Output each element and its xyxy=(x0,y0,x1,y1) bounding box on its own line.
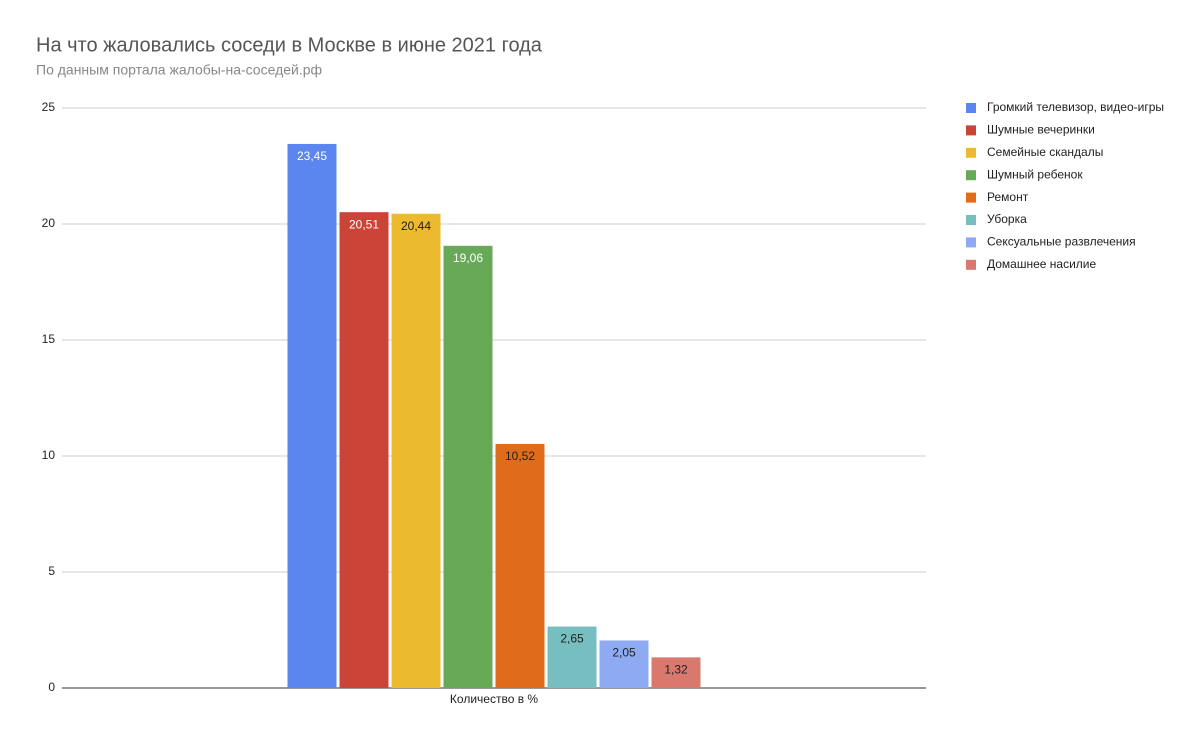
legend-label: Шумные вечеринки xyxy=(987,123,1095,137)
legend-swatch xyxy=(966,170,976,181)
value-label: 1,32 xyxy=(664,663,688,677)
bar xyxy=(495,443,545,688)
legend-label: Уборка xyxy=(987,212,1027,226)
value-label: 2,65 xyxy=(560,632,584,646)
legend-label: Громкий телевизор, видео-игры xyxy=(987,100,1164,114)
bar xyxy=(547,626,597,688)
value-label: 23,45 xyxy=(297,149,327,163)
value-label: 20,51 xyxy=(349,217,379,231)
value-label: 2,05 xyxy=(612,646,636,660)
y-tick-label: 5 xyxy=(48,564,55,578)
legend-swatch xyxy=(966,259,976,270)
bar xyxy=(339,212,389,688)
y-tick-label: 25 xyxy=(42,100,56,114)
bar xyxy=(599,640,649,688)
bar xyxy=(391,213,441,689)
legend-label: Семейные скандалы xyxy=(987,145,1103,159)
value-label: 19,06 xyxy=(453,251,483,265)
value-label: 20,44 xyxy=(401,219,431,233)
bar xyxy=(651,657,701,688)
bar xyxy=(287,143,337,688)
chart-title: На что жаловались соседи в Москве в июне… xyxy=(36,34,543,56)
value-label: 10,52 xyxy=(505,449,535,463)
legend-swatch xyxy=(966,147,976,158)
x-tick-label: Количество в % xyxy=(450,692,538,706)
legend-swatch xyxy=(966,215,976,225)
y-tick-label: 0 xyxy=(48,680,55,694)
legend-swatch xyxy=(966,192,976,203)
legend-label: Ремонт xyxy=(987,190,1029,204)
y-tick-label: 10 xyxy=(42,448,56,462)
y-tick-label: 20 xyxy=(42,216,56,230)
legend-label: Шумный ребенок xyxy=(987,167,1083,181)
chart-subtitle: По данным портала жалобы-на-соседей.рф xyxy=(36,62,322,78)
legend-swatch xyxy=(966,125,976,136)
legend-swatch xyxy=(966,237,976,248)
y-tick-label: 15 xyxy=(42,332,56,346)
legend-label: Домашнее насилие xyxy=(987,257,1097,271)
legend-swatch xyxy=(966,103,976,113)
legend-label: Сексуальные развлечения xyxy=(987,235,1136,249)
bar xyxy=(443,245,493,689)
